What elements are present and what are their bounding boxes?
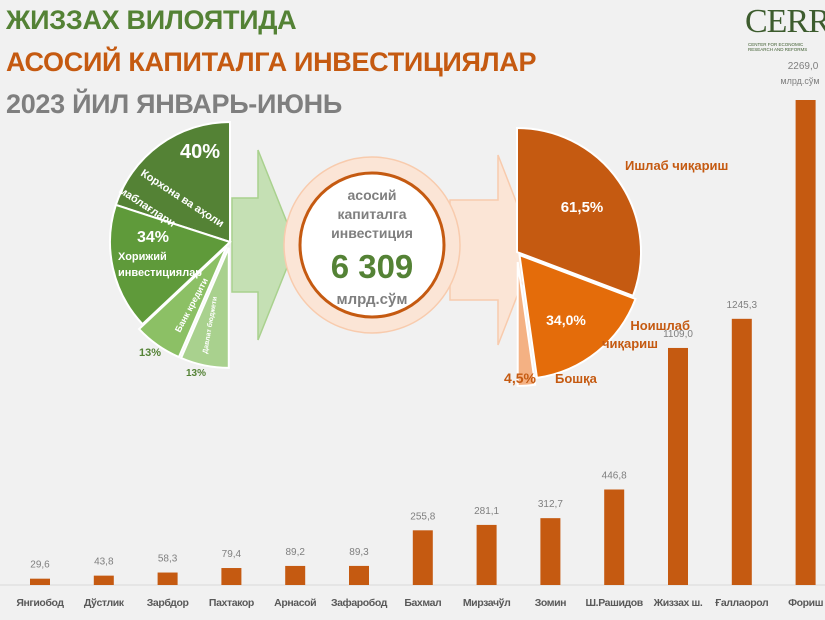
pie2-category-label-2: Бошқа xyxy=(555,371,598,386)
bar-category-label-10: Жиззах ш. xyxy=(653,597,703,609)
cerr-logo: CERR xyxy=(745,3,825,40)
title-line-3: 2023 ЙИЛ ЯНВАРЬ-ИЮНЬ xyxy=(6,89,342,119)
bar-category-label-4: Арнасой xyxy=(274,597,316,609)
pie2-slice-1 xyxy=(518,253,637,380)
pie2-slice-2 xyxy=(516,261,537,387)
title-line-1: ЖИЗЗАХ ВИЛОЯТИДА xyxy=(6,5,297,35)
bar-12 xyxy=(795,100,816,585)
bar-category-label-8: Зомин xyxy=(535,597,566,609)
bar-category-label-9: Ш.Рашидов xyxy=(586,597,644,609)
green-arrow xyxy=(231,149,297,341)
bar-category-label-2: Зарбдор xyxy=(147,597,189,609)
bar-value-label-2: 58,3 xyxy=(158,554,178,565)
pie1-slice-3 xyxy=(179,247,230,369)
bar-value-label-4: 89,2 xyxy=(285,547,305,558)
bar-2 xyxy=(157,572,178,585)
pie1-value-label-1: 34% xyxy=(137,229,169,246)
pie1-slice-2 xyxy=(137,246,228,359)
pie1-value-label-0: 40% xyxy=(180,141,220,163)
bar-7 xyxy=(476,524,497,585)
bar-1 xyxy=(93,575,114,585)
bar-category-label-0: Янгиобод xyxy=(16,597,64,609)
bar-category-label-5: Зафаробод xyxy=(331,597,388,609)
bar-value-label-7: 281,1 xyxy=(474,506,499,517)
bar-category-label-3: Пахтакор xyxy=(209,597,254,609)
bar-category-label-1: Дўстлик xyxy=(84,597,125,609)
cerr-logo-subtitle: CENTER FOR ECONOMIC RESEARCH AND REFORMS xyxy=(748,42,808,52)
pie1-value-label-2: 13% xyxy=(139,347,161,359)
bar-value-label-8: 312,7 xyxy=(538,499,563,510)
bar-0 xyxy=(30,578,50,585)
bar-category-label-12: Фориш xyxy=(788,597,823,609)
bar-8 xyxy=(540,518,561,585)
bar-3 xyxy=(221,568,242,585)
bar-value-label-6: 255,8 xyxy=(410,511,435,522)
pie2-value-label-1: 34,0% xyxy=(546,312,586,328)
bar-category-label-11: Ғаллаорол xyxy=(715,597,768,609)
pie1-slice-0 xyxy=(114,120,231,244)
center-line-2: капиталга xyxy=(337,206,406,222)
bar-value-label-11: 1245,3 xyxy=(727,300,758,311)
bar-category-label-7: Мирзачўл xyxy=(463,597,511,609)
bar-9 xyxy=(604,489,625,585)
peach-arrow xyxy=(449,154,536,346)
bar-value-label-3: 79,4 xyxy=(222,549,242,560)
pie1-slice-1 xyxy=(109,203,232,326)
title-line-2: АСОСИЙ КАПИТАЛГА ИНВЕСТИЦИЯЛАР xyxy=(6,47,537,77)
bar-value-label-9: 446,8 xyxy=(602,470,627,481)
bar-value-label-10: 1109,0 xyxy=(663,329,693,340)
bar-value-label-5: 89,3 xyxy=(349,547,369,558)
bar-unit-label: млрд.сўм xyxy=(780,76,819,86)
pie2-category-label-0: Ишлаб чиқариш xyxy=(625,158,728,173)
bar-value-label-12: 2269,0 xyxy=(788,61,819,72)
pie2-value-label-2: 4,5% xyxy=(504,370,536,386)
bar-11 xyxy=(731,318,752,585)
center-inner-circle xyxy=(298,171,446,319)
pie2-slice-0 xyxy=(516,126,642,298)
bar-5 xyxy=(349,565,369,585)
bar-category-label-6: Бахмал xyxy=(404,597,441,609)
center-unit: млрд.сўм xyxy=(337,291,408,308)
pie1-category-label-1: Хорижий инвестициялар xyxy=(118,251,202,279)
bar-value-label-0: 29,6 xyxy=(30,560,50,571)
bar-4 xyxy=(285,565,306,585)
center-value: 6 309 xyxy=(331,248,414,285)
bar-value-label-1: 43,8 xyxy=(94,557,114,568)
center-line-3: инвестиция xyxy=(331,225,413,241)
bar-10 xyxy=(668,347,688,585)
bar-6 xyxy=(412,530,433,585)
pie1-value-label-3: 13% xyxy=(186,368,206,379)
pie2-category-label-1: Ноишлаб чиқариш xyxy=(602,318,690,351)
pie2-value-label-0: 61,5% xyxy=(561,199,604,216)
center-line-1: асосий xyxy=(348,187,397,203)
